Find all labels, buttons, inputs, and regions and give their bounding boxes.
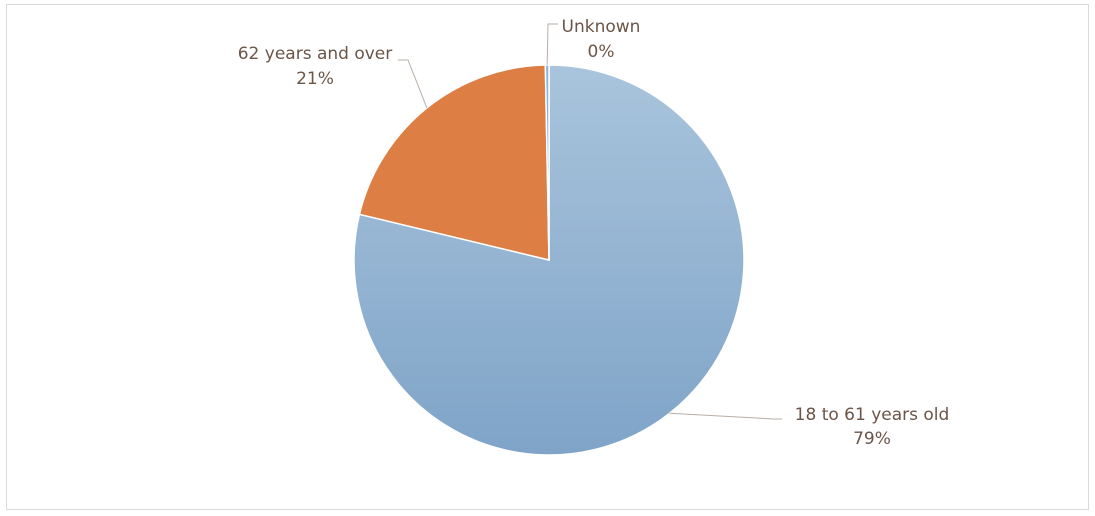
slice-label-62-over-percent: 21% xyxy=(296,69,334,89)
leader-line-18-to-61 xyxy=(669,412,782,420)
leader-line-unknown xyxy=(546,23,558,66)
slice-label-18-61-percent: 79% xyxy=(853,429,891,449)
slice-label-18-61-name: 18 to 61 years old xyxy=(795,405,950,425)
slice-label-unknown-name: Unknown xyxy=(562,17,641,37)
slice-label-62-over-name: 62 years and over xyxy=(238,44,393,64)
slice-label-unknown-percent: 0% xyxy=(588,42,615,62)
slice-62-years-and-over xyxy=(358,64,550,261)
leader-line-62-and-over xyxy=(398,59,428,109)
slice-18-to-61-years-old xyxy=(353,64,745,456)
